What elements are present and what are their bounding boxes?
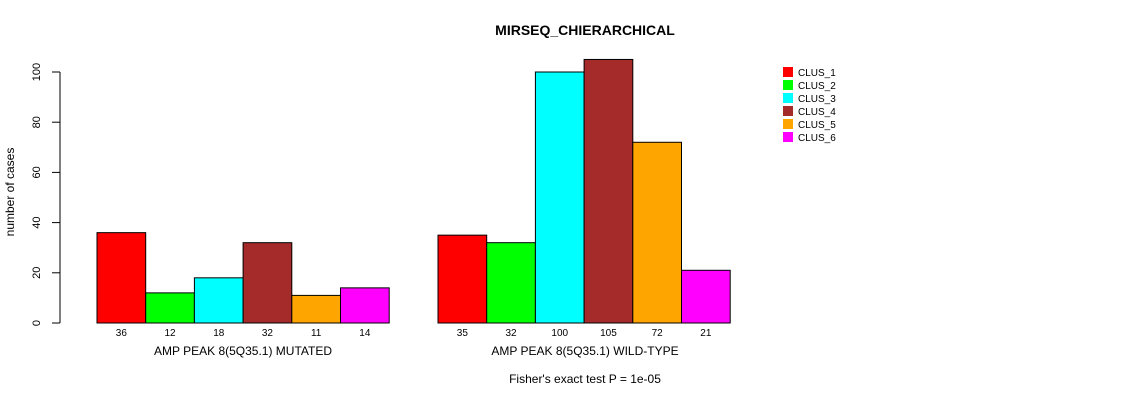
bar-value-label: 32 [262, 328, 274, 339]
bar-mutated-clus-2 [145, 292, 195, 324]
bar-mutated-clus-3 [193, 277, 244, 324]
group-label-wild-type: AMP PEAK 8(5Q35.1) WILD-TYPE [491, 344, 678, 358]
legend-label: CLUS_4 [798, 107, 836, 118]
chart-title: MIRSEQ_CHIERARCHICAL [495, 22, 675, 38]
legend-swatch-clus-1 [783, 67, 793, 77]
bar-value-label: 105 [600, 328, 617, 339]
y-tick-label: 40 [31, 216, 43, 228]
bar-wild-type-clus-1 [437, 234, 488, 324]
bar-value-label: 11 [311, 328, 322, 339]
bar-value-label: 18 [213, 328, 225, 339]
y-axis-label: number of cases [3, 148, 17, 237]
y-tick-label: 60 [31, 166, 43, 178]
value-labels: 36 12 18 32 11 14 35 32 100 105 72 21 [116, 328, 712, 339]
y-tick-label: 20 [31, 267, 43, 279]
legend-label: CLUS_3 [798, 94, 836, 105]
bar-mutated-clus-1 [96, 232, 147, 324]
legend-label: CLUS_2 [798, 81, 836, 92]
bar-value-label: 72 [652, 328, 664, 339]
bar-wild-type-clus-3 [534, 71, 585, 324]
y-tick-label: 0 [31, 320, 43, 326]
bar-wild-type-clus-5 [632, 141, 682, 324]
bars [96, 58, 731, 324]
legend-swatch-clus-2 [783, 80, 793, 90]
bar-wild-type-clus-6 [681, 269, 731, 324]
legend-label: CLUS_6 [798, 133, 836, 144]
bar-value-label: 36 [116, 328, 128, 339]
bar-value-label: 32 [505, 328, 517, 339]
bar-mutated-clus-6 [340, 287, 390, 324]
y-ticks: 0 20 40 60 80 100 [31, 63, 60, 326]
legend-swatch-clus-5 [783, 119, 793, 129]
y-tick-label: 100 [31, 63, 43, 81]
group-label-mutated: AMP PEAK 8(5Q35.1) MUTATED [154, 344, 332, 358]
bar-mutated-clus-4 [242, 242, 293, 324]
bar-value-label: 12 [164, 328, 176, 339]
bar-value-label: 14 [359, 328, 371, 339]
bar-value-label: 100 [551, 328, 568, 339]
bar-mutated-clus-5 [291, 294, 341, 324]
bar-wild-type-clus-4 [583, 58, 634, 324]
bar-wild-type-clus-2 [486, 242, 536, 324]
legend: CLUS_1 CLUS_2 CLUS_3 CLUS_4 CLUS_5 CLUS_6 [783, 67, 836, 144]
legend-label: CLUS_5 [798, 120, 836, 131]
fisher-test-footnote: Fisher's exact test P = 1e-05 [509, 372, 661, 386]
bar-value-label: 21 [700, 328, 712, 339]
legend-swatch-clus-3 [783, 93, 793, 103]
y-tick-label: 80 [31, 116, 43, 128]
legend-label: CLUS_1 [798, 68, 836, 79]
bar-value-label: 35 [457, 328, 469, 339]
legend-swatch-clus-4 [783, 106, 793, 116]
legend-swatch-clus-6 [783, 132, 793, 142]
